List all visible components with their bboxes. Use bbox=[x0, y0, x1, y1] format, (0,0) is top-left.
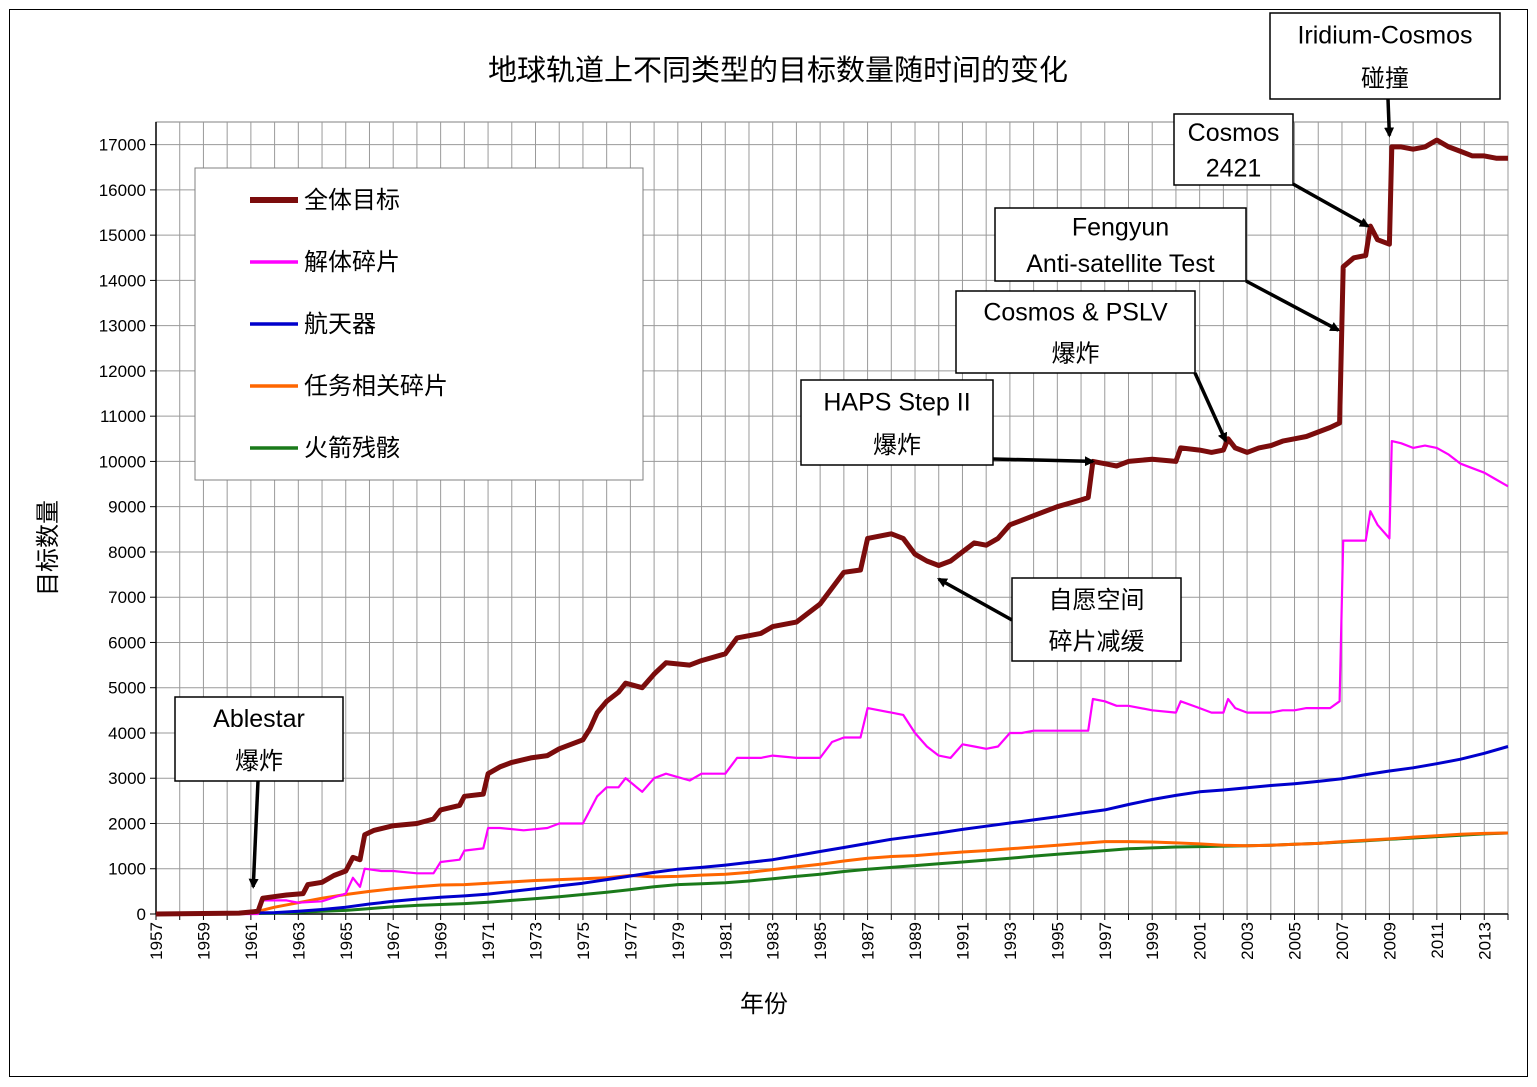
annotation-text-4-1: 2421 bbox=[1206, 154, 1262, 182]
annotation-text-3-1: Anti-satellite Test bbox=[1026, 250, 1215, 278]
annotation-text-5-1: 碰撞 bbox=[1361, 65, 1409, 93]
y-tick-label: 5000 bbox=[108, 679, 146, 698]
x-tick-label: 1963 bbox=[289, 922, 308, 960]
annotation-text-3-0: Fengyun bbox=[1072, 213, 1169, 241]
y-tick-label: 2000 bbox=[108, 814, 146, 833]
x-tick-label: 1971 bbox=[479, 922, 498, 960]
y-tick-label: 9000 bbox=[108, 498, 146, 517]
series-line-3 bbox=[155, 831, 1509, 916]
annotation-text-2-0: Cosmos & PSLV bbox=[983, 299, 1168, 327]
x-tick-label: 1997 bbox=[1096, 922, 1115, 960]
annotation-text-1-1: 爆炸 bbox=[873, 431, 921, 459]
x-tick-label: 1985 bbox=[811, 922, 830, 960]
chart-title: 地球轨道上不同类型的目标数量随时间的变化 bbox=[488, 53, 1068, 87]
x-tick-label: 2001 bbox=[1191, 922, 1210, 960]
y-tick-label: 8000 bbox=[108, 543, 146, 562]
x-tick-label: 1981 bbox=[716, 922, 735, 960]
y-axis-ticks: 0 1000 2000 3000 4000 5000 6000 7000 8000 9000 100… bbox=[99, 136, 156, 924]
y-tick-label: 10000 bbox=[99, 452, 146, 471]
annotation-box-6 bbox=[1011, 577, 1182, 662]
x-tick-label: 1983 bbox=[764, 922, 783, 960]
x-tick-label: 1979 bbox=[669, 922, 688, 960]
y-tick-label: 14000 bbox=[99, 271, 146, 290]
x-tick-label: 2005 bbox=[1286, 922, 1305, 960]
y-tick-label: 12000 bbox=[99, 362, 146, 381]
x-tick-label: 1989 bbox=[906, 922, 925, 960]
x-tick-label: 2013 bbox=[1475, 922, 1494, 960]
annotation-text-0-0: Ablestar bbox=[213, 705, 305, 733]
legend-label-3: 任务相关碎片 bbox=[304, 372, 448, 400]
legend-label-0: 全体目标 bbox=[304, 186, 400, 214]
annotation-box-0 bbox=[174, 696, 344, 782]
series-line-0 bbox=[155, 137, 1508, 917]
annotation-arrow-0 bbox=[248, 780, 260, 889]
x-axis-ticks: 1957 1959 1961 1963 1965 1967 1969 1971 1973 1975… bbox=[147, 914, 1509, 960]
y-tick-label: 4000 bbox=[108, 724, 146, 743]
x-tick-label: 1957 bbox=[147, 922, 166, 960]
legend-label-1: 解体碎片 bbox=[304, 248, 400, 276]
y-tick-label: 1000 bbox=[108, 860, 146, 879]
annotation-text-4-0: Cosmos bbox=[1188, 119, 1280, 147]
y-tick-label: 6000 bbox=[108, 633, 146, 652]
annotation-text-6-1: 碎片减缓 bbox=[1049, 627, 1145, 655]
x-tick-label: 1995 bbox=[1048, 922, 1067, 960]
x-tick-label: 2007 bbox=[1333, 922, 1352, 960]
x-tick-label: 1975 bbox=[574, 922, 593, 960]
x-tick-label: 2011 bbox=[1428, 922, 1447, 959]
x-tick-label: 1969 bbox=[432, 922, 451, 960]
x-tick-label: 1977 bbox=[621, 922, 640, 960]
y-axis-label: 目标数量 bbox=[34, 500, 62, 596]
annotation-text-5-0: Iridium-Cosmos bbox=[1297, 22, 1472, 50]
annotation-arrow-1 bbox=[992, 456, 1095, 467]
x-tick-label: 1961 bbox=[242, 922, 261, 960]
series-layer bbox=[155, 137, 1509, 917]
annotation-box-5 bbox=[1269, 12, 1501, 100]
y-tick-label: 15000 bbox=[99, 226, 146, 245]
x-tick-label: 1973 bbox=[527, 922, 546, 960]
y-tick-label: 7000 bbox=[108, 588, 146, 607]
y-tick-label: 17000 bbox=[99, 136, 146, 155]
x-tick-label: 1999 bbox=[1143, 922, 1162, 960]
annotation-arrow-6 bbox=[936, 577, 1013, 622]
annotation-arrow-5 bbox=[1384, 98, 1395, 138]
x-tick-label: 2003 bbox=[1238, 922, 1257, 960]
annotation-text-2-1: 爆炸 bbox=[1052, 340, 1100, 368]
annotation-box-3 bbox=[994, 207, 1247, 282]
x-tick-label: 1965 bbox=[337, 922, 356, 960]
legend-label-4: 火箭残骸 bbox=[304, 434, 400, 462]
series-line-1 bbox=[156, 440, 1509, 916]
y-tick-label: 11000 bbox=[100, 407, 146, 426]
x-tick-label: 1959 bbox=[194, 922, 213, 960]
annotation-arrow-4 bbox=[1292, 182, 1370, 228]
annotation-text-0-1: 爆炸 bbox=[235, 747, 283, 775]
y-tick-label: 3000 bbox=[108, 769, 146, 788]
annotation-text-6-0: 自愿空间 bbox=[1049, 586, 1145, 614]
x-axis-label: 年份 bbox=[740, 990, 788, 1018]
annotation-box-1 bbox=[800, 379, 994, 466]
legend-label-2: 航天器 bbox=[304, 310, 376, 338]
y-tick-label: 0 bbox=[137, 905, 146, 924]
x-tick-label: 1991 bbox=[953, 922, 972, 960]
x-tick-label: 2009 bbox=[1380, 922, 1399, 960]
annotations: Ablestar 爆炸 HAPS Step II 爆炸 Cosmos & PSLV 爆炸 F… bbox=[174, 12, 1501, 889]
annotation-text-1-0: HAPS Step II bbox=[823, 388, 970, 416]
y-tick-label: 13000 bbox=[99, 317, 146, 336]
x-tick-label: 1967 bbox=[384, 922, 403, 960]
series-line-2 bbox=[155, 745, 1509, 916]
x-tick-label: 1993 bbox=[1001, 922, 1020, 960]
x-tick-label: 1987 bbox=[859, 922, 878, 960]
y-tick-label: 16000 bbox=[99, 181, 146, 200]
annotation-arrow-2 bbox=[1193, 372, 1228, 443]
annotation-box-2 bbox=[955, 290, 1196, 374]
annotation-box-4 bbox=[1173, 113, 1294, 186]
annotation-arrow-3 bbox=[1245, 279, 1341, 332]
